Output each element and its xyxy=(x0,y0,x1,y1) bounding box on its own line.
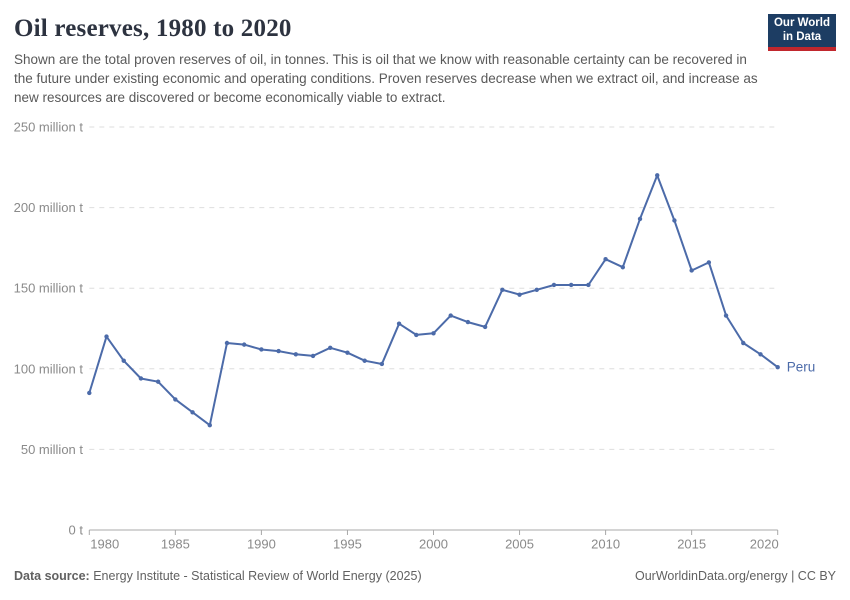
data-point xyxy=(465,319,471,325)
data-point xyxy=(672,218,677,223)
owid-logo-line2: in Data xyxy=(782,30,822,43)
series-end-label-peru: Peru xyxy=(787,360,816,375)
data-point xyxy=(155,379,161,384)
x-axis-tick-label: 2000 xyxy=(419,537,448,552)
data-point xyxy=(482,324,488,330)
data-point xyxy=(224,340,230,346)
data-point xyxy=(173,397,178,402)
y-axis-tick-label: 0 t xyxy=(69,523,84,538)
y-axis-tick-label: 150 million t xyxy=(14,281,84,296)
data-point xyxy=(293,352,299,357)
data-point xyxy=(620,265,626,270)
data-point xyxy=(362,358,367,363)
chart-title: Oil reserves, 1980 to 2020 xyxy=(14,15,292,42)
y-axis-tick-label: 200 million t xyxy=(14,200,84,215)
data-source-label: Data source: xyxy=(14,569,90,583)
y-axis-tick-label: 50 million t xyxy=(21,442,84,457)
y-axis-tick-label: 100 million t xyxy=(14,361,84,376)
data-point xyxy=(517,292,522,297)
data-point xyxy=(637,216,643,222)
data-point xyxy=(603,256,608,262)
data-point xyxy=(500,287,505,293)
x-axis-tick-label: 1990 xyxy=(247,537,276,552)
footer-license-link[interactable]: OurWorldinData.org/energy | CC BY xyxy=(634,569,836,583)
chart-subtitle: Shown are the total proven reserves of o… xyxy=(14,52,758,105)
data-point xyxy=(723,313,729,318)
data-point xyxy=(259,347,264,352)
data-point xyxy=(414,332,419,338)
data-point xyxy=(345,350,350,355)
data-point xyxy=(138,376,144,381)
data-point xyxy=(741,340,746,346)
data-source: Data source: Energy Institute - Statisti… xyxy=(14,568,422,584)
owid-logo[interactable]: Our World in Data xyxy=(768,14,836,51)
data-point xyxy=(775,364,780,370)
x-axis-tick-label: 1985 xyxy=(161,537,190,552)
data-point xyxy=(448,313,453,318)
data-point xyxy=(310,353,316,359)
data-point xyxy=(551,282,557,288)
data-point xyxy=(586,282,591,288)
data-point xyxy=(207,423,212,428)
series-line-peru xyxy=(88,174,779,427)
data-point xyxy=(689,268,694,273)
data-point xyxy=(241,342,247,347)
data-point xyxy=(655,173,660,178)
x-axis-tick-label: 1995 xyxy=(333,537,362,552)
x-axis-tick-label: 2020 xyxy=(750,537,779,552)
data-point xyxy=(379,361,385,367)
data-point xyxy=(87,390,92,396)
data-point xyxy=(328,345,333,351)
chart-footer: Data source: Energy Institute - Statisti… xyxy=(14,568,836,584)
data-source-text: Energy Institute - Statistical Review of… xyxy=(93,569,422,583)
x-axis-tick-label: 2010 xyxy=(591,537,620,552)
data-point xyxy=(534,287,539,293)
data-point xyxy=(396,321,402,326)
data-point xyxy=(431,331,436,336)
x-axis-tick-label: 2005 xyxy=(505,537,534,552)
data-point xyxy=(568,282,574,288)
data-point xyxy=(104,334,109,339)
data-point xyxy=(190,410,195,415)
y-axis-tick-label: 250 million t xyxy=(14,120,84,135)
x-axis-tick-label: 2015 xyxy=(677,537,706,552)
owid-logo-line1: Our World xyxy=(773,17,830,29)
data-point xyxy=(758,352,763,357)
data-point xyxy=(706,260,712,265)
data-point xyxy=(121,358,126,363)
data-point xyxy=(276,348,281,354)
x-axis-tick-label: 1980 xyxy=(90,537,119,552)
